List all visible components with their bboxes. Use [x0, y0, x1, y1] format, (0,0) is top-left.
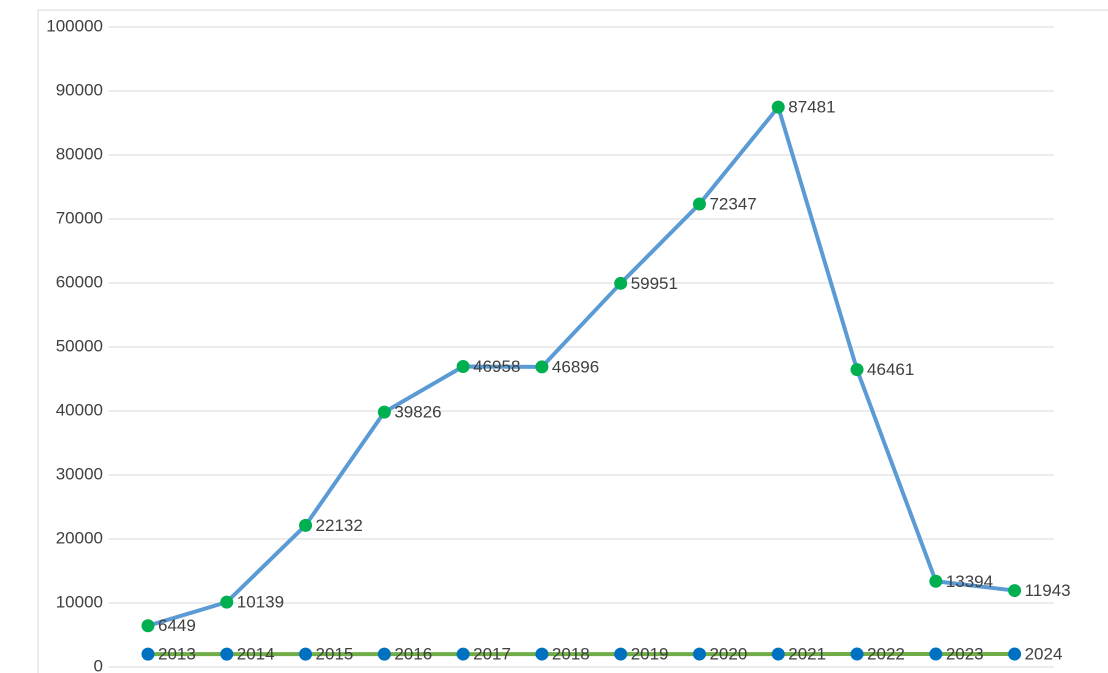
marker — [692, 647, 706, 661]
data-label: 2022 — [867, 645, 905, 664]
data-label: 10139 — [237, 593, 284, 612]
y-tick-label: 100000 — [46, 16, 103, 35]
marker — [929, 647, 943, 661]
data-label: 46461 — [867, 360, 914, 379]
data-label: 72347 — [709, 194, 756, 213]
y-tick-label: 70000 — [56, 208, 103, 227]
y-tick-label: 40000 — [56, 400, 103, 419]
marker — [614, 276, 628, 290]
data-label: 2013 — [158, 645, 196, 664]
data-label: 2020 — [709, 645, 747, 664]
data-label: 6449 — [158, 616, 196, 635]
data-label: 11943 — [1025, 581, 1071, 600]
marker — [377, 405, 391, 419]
marker — [220, 595, 234, 609]
marker — [535, 647, 549, 661]
y-tick-label: 30000 — [56, 464, 103, 483]
data-label: 2016 — [394, 645, 432, 664]
marker — [299, 518, 313, 532]
data-label: 22132 — [316, 516, 363, 535]
marker — [929, 574, 943, 588]
data-label: 59951 — [631, 274, 678, 293]
marker — [850, 363, 864, 377]
marker — [614, 647, 628, 661]
data-label: 2021 — [788, 645, 826, 664]
marker — [1008, 584, 1022, 598]
marker — [771, 647, 785, 661]
marker — [850, 647, 864, 661]
marker — [141, 619, 155, 633]
marker — [535, 360, 549, 374]
data-label: 46896 — [552, 357, 599, 376]
marker — [141, 647, 155, 661]
marker — [220, 647, 234, 661]
y-tick-label: 90000 — [56, 80, 103, 99]
marker — [299, 647, 313, 661]
data-label: 46958 — [473, 357, 520, 376]
y-tick-label: 60000 — [56, 272, 103, 291]
marker — [1008, 647, 1022, 661]
data-label: 2024 — [1025, 645, 1063, 664]
y-tick-label: 0 — [94, 656, 103, 673]
chart-frame — [37, 9, 1108, 673]
marker — [771, 100, 785, 114]
data-label: 2018 — [552, 645, 590, 664]
marker — [692, 197, 706, 211]
data-label: 2014 — [237, 645, 275, 664]
y-tick-label: 80000 — [56, 144, 103, 163]
data-label: 2015 — [316, 645, 354, 664]
marker — [456, 647, 470, 661]
data-label: 87481 — [788, 98, 835, 117]
marker — [456, 359, 470, 373]
series-line — [147, 105, 1015, 628]
data-label: 2017 — [473, 645, 511, 664]
data-label: 39826 — [394, 403, 441, 422]
y-tick-label: 20000 — [56, 528, 103, 547]
data-label: 13394 — [946, 572, 993, 591]
y-tick-label: 50000 — [56, 336, 103, 355]
marker — [377, 647, 391, 661]
y-tick-label: 10000 — [56, 592, 103, 611]
data-label: 2023 — [946, 645, 984, 664]
data-label: 2019 — [631, 645, 669, 664]
